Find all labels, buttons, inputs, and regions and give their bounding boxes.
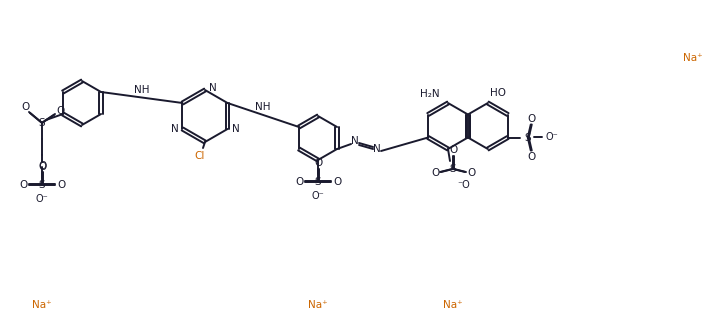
Text: O: O — [56, 106, 64, 116]
Text: O: O — [449, 145, 457, 155]
Text: N: N — [373, 144, 381, 154]
Text: N: N — [209, 83, 217, 93]
Text: O: O — [467, 168, 475, 178]
Text: S: S — [39, 118, 46, 128]
Text: Na⁺: Na⁺ — [33, 300, 52, 310]
Text: O: O — [21, 102, 29, 112]
Text: S: S — [315, 177, 321, 187]
Text: O: O — [314, 158, 322, 168]
Text: Cl: Cl — [194, 151, 205, 161]
Text: O⁻: O⁻ — [546, 131, 558, 141]
Text: S: S — [524, 132, 531, 142]
Text: O: O — [295, 177, 303, 187]
Text: S: S — [39, 180, 46, 190]
Text: O: O — [333, 177, 341, 187]
Text: NH: NH — [255, 102, 271, 112]
Text: Na⁺: Na⁺ — [683, 53, 703, 63]
Text: O: O — [528, 151, 536, 162]
Text: O⁻: O⁻ — [35, 194, 48, 204]
Text: O: O — [38, 161, 46, 171]
Text: O⁻: O⁻ — [312, 191, 325, 201]
Text: HO: HO — [490, 88, 506, 98]
Text: O: O — [57, 180, 65, 190]
Text: ⁻O: ⁻O — [457, 180, 470, 190]
Text: N: N — [171, 124, 179, 134]
Text: Na⁺: Na⁺ — [443, 300, 463, 310]
Text: Na⁺: Na⁺ — [308, 300, 328, 310]
Text: O: O — [431, 168, 439, 178]
Text: N: N — [231, 124, 239, 134]
Text: H₂N: H₂N — [420, 89, 440, 99]
Text: O: O — [528, 113, 536, 123]
Text: NH: NH — [134, 85, 150, 95]
Text: N: N — [351, 136, 359, 146]
Text: S: S — [450, 164, 456, 174]
Text: O: O — [19, 180, 27, 190]
Text: O: O — [38, 162, 46, 172]
